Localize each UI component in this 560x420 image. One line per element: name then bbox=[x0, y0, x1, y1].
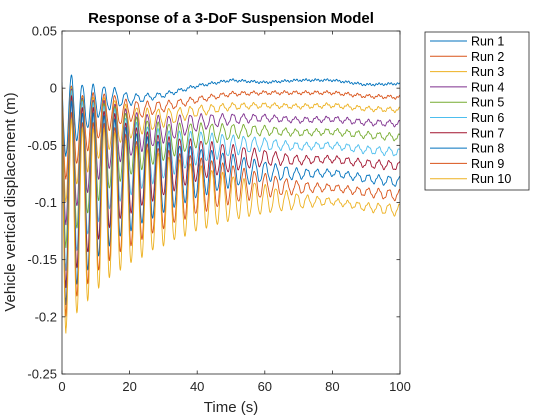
legend-entry-label: Run 7 bbox=[471, 126, 504, 140]
y-tick-label: 0.05 bbox=[32, 24, 57, 39]
x-tick-label: 0 bbox=[58, 379, 65, 394]
axis-ticks: 0 20 40 60 80 100 -0.25 -0.2 -0.15 -0.1 -0.05 0 0.05 bbox=[27, 24, 410, 395]
series-line-6 bbox=[62, 85, 400, 271]
legend-entry-label: Run 1 bbox=[471, 35, 504, 49]
series-line-10 bbox=[62, 88, 400, 334]
legend-entry-label: Run 3 bbox=[471, 65, 504, 79]
y-tick-label: -0.2 bbox=[35, 309, 57, 324]
plot-area bbox=[61, 30, 401, 375]
legend-entry-label: Run 2 bbox=[471, 50, 504, 64]
x-tick-label: 40 bbox=[190, 379, 204, 394]
y-tick-label: -0.25 bbox=[27, 367, 57, 382]
x-axis-label: Time (s) bbox=[204, 399, 258, 416]
legend-entry-label: Run 5 bbox=[471, 96, 504, 110]
series-line-1 bbox=[62, 74, 400, 157]
legend-entry-label: Run 4 bbox=[471, 80, 504, 94]
series-line-3 bbox=[62, 83, 400, 203]
y-tick-label: 0 bbox=[50, 81, 57, 96]
legend-entry-label: Run 9 bbox=[471, 157, 504, 171]
x-tick-label: 80 bbox=[325, 379, 339, 394]
x-tick-label: 20 bbox=[122, 379, 136, 394]
series-line-5 bbox=[62, 84, 400, 248]
legend-entry-label: Run 8 bbox=[471, 142, 504, 156]
series-line-2 bbox=[62, 83, 400, 180]
y-tick-label: -0.05 bbox=[27, 138, 57, 153]
y-axis-label: Vehicle vertical displacement (m) bbox=[2, 92, 19, 311]
x-tick-label: 60 bbox=[258, 379, 272, 394]
x-tick-label: 100 bbox=[389, 379, 411, 394]
chart-title: Response of a 3-DoF Suspension Model bbox=[88, 10, 374, 27]
y-tick-label: -0.15 bbox=[27, 252, 57, 267]
legend-entry-label: Run 6 bbox=[471, 111, 504, 125]
legend-entry-label: Run 10 bbox=[471, 172, 511, 186]
series-line-4 bbox=[62, 84, 400, 226]
y-tick-label: -0.1 bbox=[35, 195, 57, 210]
